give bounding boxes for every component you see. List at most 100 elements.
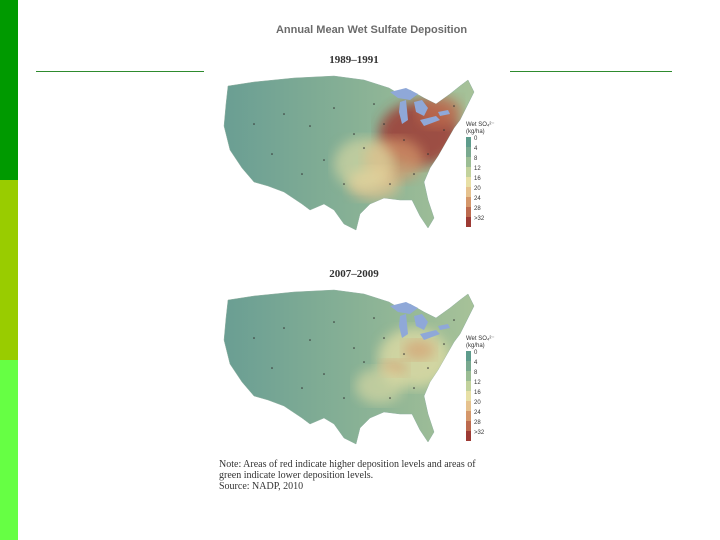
legend-tick: 28 (474, 206, 481, 212)
monitoring-site (283, 327, 285, 329)
legend-tick: >32 (474, 430, 485, 436)
monitoring-site (389, 397, 391, 399)
legend-color-bar (466, 351, 471, 441)
figure-note: Note: Areas of red indicate higher depos… (219, 459, 509, 492)
monitoring-site (413, 387, 415, 389)
legend-swatch (466, 421, 471, 431)
legend-tick: >32 (474, 216, 485, 222)
map-panel-2007: 2007–2009 Wet SO₄²⁻ (kg/ha) 0 4 8 12 16 (214, 268, 504, 458)
legend-swatch (466, 361, 471, 371)
great-lake (390, 88, 418, 100)
legend-swatch (466, 391, 471, 401)
monitoring-site (253, 123, 255, 125)
monitoring-site (333, 107, 335, 109)
legend-swatch (466, 351, 471, 361)
legend-tick: 20 (474, 186, 481, 192)
legend-swatch (466, 177, 471, 187)
deposition-area (355, 368, 403, 404)
deposition-area (403, 340, 435, 360)
monitoring-site (403, 353, 405, 355)
monitoring-site (301, 387, 303, 389)
map-period-label: 2007–2009 (329, 268, 379, 280)
great-lake (414, 314, 428, 330)
us-map (223, 75, 475, 231)
accent-bar-bottom (0, 360, 18, 540)
great-lake (438, 324, 450, 330)
map-period-label: 1989–1991 (329, 54, 379, 66)
figure-title: Annual Mean Wet Sulfate Deposition (275, 24, 468, 36)
monitoring-site (253, 337, 255, 339)
legend-tick: 24 (474, 410, 481, 416)
monitoring-site (373, 103, 375, 105)
legend-tick: 12 (474, 166, 481, 172)
great-lake (420, 116, 440, 126)
source-line: Source: NADP, 2010 (219, 481, 304, 492)
monitoring-site (323, 373, 325, 375)
legend-tick: 0 (474, 136, 478, 142)
monitoring-site (453, 105, 455, 107)
monitoring-site (271, 367, 273, 369)
legend-swatch (466, 217, 471, 227)
monitoring-site (453, 319, 455, 321)
monitoring-site (383, 337, 385, 339)
note-line: Note: Areas of red indicate higher depos… (219, 459, 476, 470)
legend: Wet SO₄²⁻ (kg/ha) 0 4 8 12 16 20 (466, 122, 506, 227)
legend-tick: 8 (474, 156, 478, 162)
legend-swatch (466, 157, 471, 167)
legend-swatch (466, 137, 471, 147)
legend-color-bar (466, 137, 471, 227)
monitoring-site (271, 153, 273, 155)
legend-tick: 24 (474, 196, 481, 202)
monitoring-site (323, 159, 325, 161)
legend-tick: 4 (474, 146, 478, 152)
legend-units: (kg/ha) (466, 343, 485, 349)
monitoring-site (283, 113, 285, 115)
legend-swatch (466, 147, 471, 157)
legend-title: Wet SO₄²⁻ (466, 336, 495, 342)
monitoring-site (389, 183, 391, 185)
title-rule-right (510, 71, 672, 72)
monitoring-site (343, 183, 345, 185)
monitoring-site (301, 173, 303, 175)
great-lake (399, 100, 408, 124)
great-lake (414, 100, 428, 116)
legend-swatch (466, 167, 471, 177)
legend-tick: 8 (474, 370, 478, 376)
monitoring-site (383, 123, 385, 125)
legend-swatch (466, 187, 471, 197)
legend: Wet SO₄²⁻ (kg/ha) 0 4 8 12 16 20 (466, 336, 506, 441)
legend-tick: 20 (474, 400, 481, 406)
monitoring-site (343, 397, 345, 399)
monitoring-site (363, 147, 365, 149)
monitoring-site (333, 321, 335, 323)
deposition-area (334, 138, 394, 190)
accent-bar-top (0, 0, 18, 180)
monitoring-site (353, 133, 355, 135)
great-lake (390, 302, 418, 314)
legend-swatch (466, 371, 471, 381)
note-line: green indicate lower deposition levels. (219, 470, 374, 481)
monitoring-site (309, 339, 311, 341)
legend-title: Wet SO₄²⁻ (466, 122, 495, 128)
legend-tick: 16 (474, 176, 481, 182)
legend-tick: 16 (474, 390, 481, 396)
legend-tick: 28 (474, 420, 481, 426)
title-rule-left (36, 71, 204, 72)
great-lake (420, 330, 440, 340)
monitoring-site (443, 129, 445, 131)
monitoring-site (413, 173, 415, 175)
monitoring-site (427, 367, 429, 369)
monitoring-site (443, 343, 445, 345)
monitoring-site (427, 153, 429, 155)
legend-units: (kg/ha) (466, 129, 485, 135)
legend-tick: 4 (474, 360, 478, 366)
monitoring-site (309, 125, 311, 127)
monitoring-site (353, 347, 355, 349)
deposition-shading (253, 96, 461, 200)
monitoring-site (363, 361, 365, 363)
great-lake (399, 314, 408, 338)
legend-swatch (466, 197, 471, 207)
legend-swatch (466, 431, 471, 441)
map-panel-1989: 1989–1991 Wet SO₄²⁻ (kg/ha) 0 4 8 12 16 (214, 54, 504, 244)
legend-tick: 12 (474, 380, 481, 386)
